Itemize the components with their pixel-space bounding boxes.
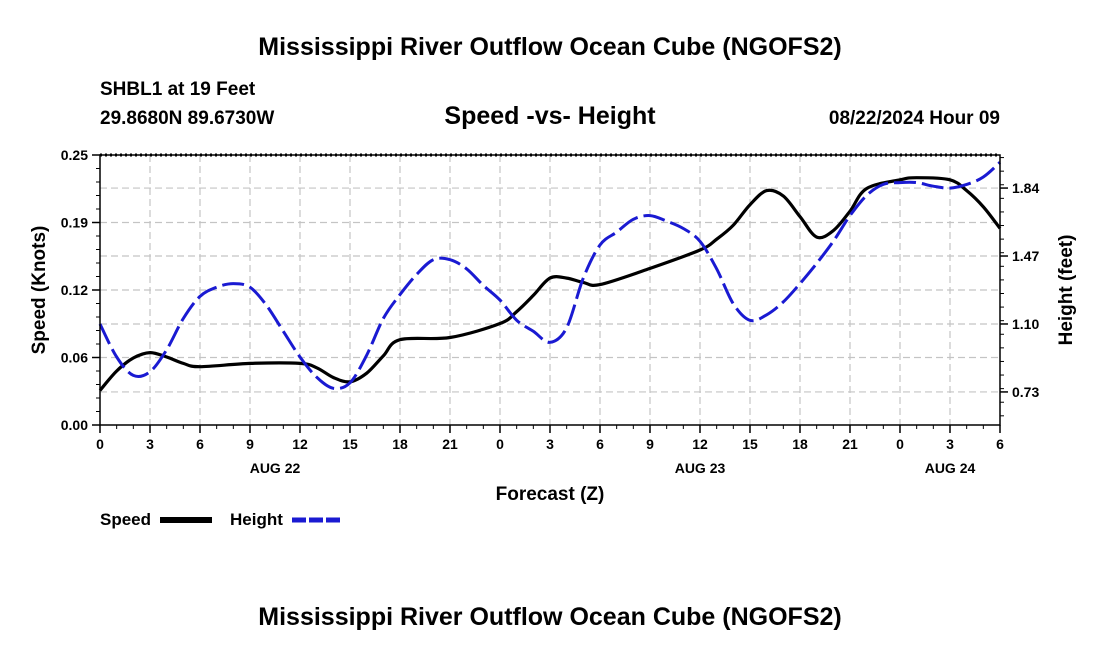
x-tick-label: 9	[646, 436, 654, 452]
y-left-tick-label: 0.25	[61, 147, 88, 163]
x-tick-label: 18	[792, 436, 808, 452]
x-date-label: AUG 23	[675, 460, 726, 476]
x-date-label: AUG 22	[250, 460, 301, 476]
y-right-tick-label: 1.10	[1012, 316, 1039, 332]
chart-title: Speed -vs- Height	[444, 102, 656, 130]
y-left-tick-label: 0.00	[61, 417, 88, 433]
axes: 0 3 6 9 12 15 18 21 0 3 6 9 12 15 18 21 0 3 6 AUG 22 AUG 23 A…	[61, 147, 1040, 476]
x-tick-label: 6	[596, 436, 604, 452]
y-left-tick-label: 0.06	[61, 350, 88, 366]
x-tick-label: 0	[496, 436, 504, 452]
x-date-label: AUG 24	[925, 460, 976, 476]
x-axis-title: Forecast (Z)	[496, 484, 605, 505]
station-coords: 29.8680N 89.6730W	[100, 108, 274, 129]
series-line-height	[98, 161, 1002, 391]
forecast-datetime: 08/22/2024 Hour 09	[829, 108, 1000, 129]
y-left-tick-label: 0.12	[61, 282, 88, 298]
x-tick-label: 3	[146, 436, 154, 452]
x-tick-label: 21	[442, 436, 458, 452]
y-left-tick-label: 0.19	[61, 215, 88, 231]
y-axis-left-title: Speed (Knots)	[29, 226, 50, 355]
y-right-tick-label: 1.84	[1012, 180, 1039, 196]
y-axis-right-title: Height (feet)	[1056, 235, 1077, 346]
x-tick-label: 12	[292, 436, 308, 452]
x-tick-label: 21	[842, 436, 858, 452]
x-tick-label: 0	[896, 436, 904, 452]
x-tick-label: 15	[742, 436, 758, 452]
x-tick-label: 18	[392, 436, 408, 452]
series-layer	[98, 161, 1002, 392]
legend-speed-label: Speed	[100, 510, 151, 529]
x-tick-label: 9	[246, 436, 254, 452]
grid	[100, 155, 1000, 425]
x-tick-label: 6	[196, 436, 204, 452]
legend-height-label: Height	[230, 510, 283, 529]
x-tick-label: 15	[342, 436, 358, 452]
x-tick-label: 3	[546, 436, 554, 452]
y-right-tick-label: 0.73	[1012, 384, 1039, 400]
x-tick-label: 0	[96, 436, 104, 452]
x-tick-label: 12	[692, 436, 708, 452]
page-title: Mississippi River Outflow Ocean Cube (NG…	[258, 33, 841, 61]
footer-title: Mississippi River Outflow Ocean Cube (NG…	[258, 603, 841, 631]
legend: Speed Height	[100, 510, 342, 529]
x-tick-label: 3	[946, 436, 954, 452]
y-right-tick-label: 1.47	[1012, 248, 1039, 264]
station-label: SHBL1 at 19 Feet	[100, 79, 256, 100]
x-tick-label: 6	[996, 436, 1004, 452]
series-line-speed	[98, 176, 1002, 392]
